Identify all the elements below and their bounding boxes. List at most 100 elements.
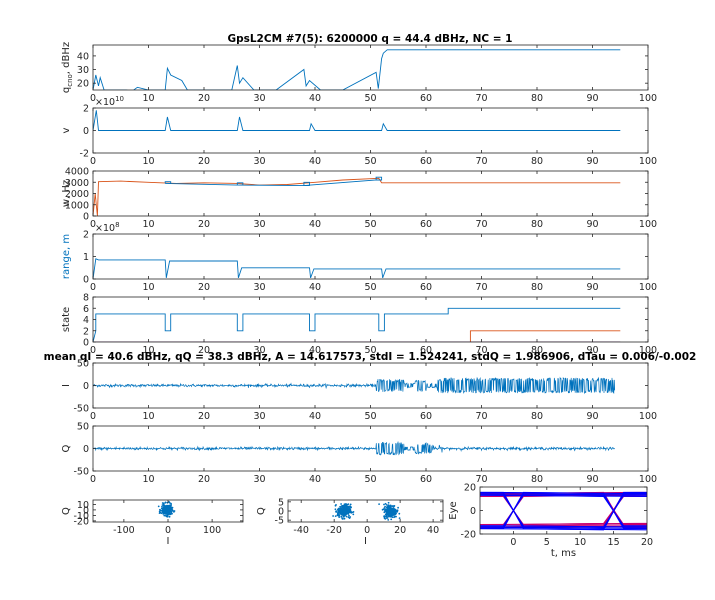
y-tick-label: 20 xyxy=(464,483,476,494)
x-tick-label: 100 xyxy=(639,474,657,485)
y-tick-label: 20 xyxy=(77,79,89,90)
iq-title: mean qI = 40.6 dBHz, qQ = 38.3 dBHz, A =… xyxy=(44,351,697,363)
plot-v xyxy=(93,110,621,131)
x-tick-label: 60 xyxy=(420,345,432,356)
x-tick-label: 80 xyxy=(531,345,543,356)
x-tick-label: 50 xyxy=(364,219,376,230)
plot-area-q xyxy=(93,45,648,90)
scatter-point xyxy=(388,510,391,512)
scatter-point xyxy=(390,507,393,510)
scatter-point xyxy=(168,510,171,513)
scatter-point xyxy=(393,508,395,511)
scatter-point xyxy=(386,512,388,515)
x-tick-label: 70 xyxy=(475,156,487,167)
x-tick-label: 10 xyxy=(142,282,154,293)
scatter-point xyxy=(161,505,163,508)
series-line-blue xyxy=(93,258,621,279)
x-tick-label: 100 xyxy=(639,219,657,230)
axes-box-I xyxy=(92,362,649,409)
x-tick-label: 40 xyxy=(309,219,321,230)
scatter-point xyxy=(352,513,355,516)
x-tick-label: 0 xyxy=(510,537,516,548)
x-tick-label: 90 xyxy=(586,411,598,422)
scatter-point xyxy=(339,513,342,515)
x-tick-label: 5 xyxy=(544,537,550,548)
axes-v: ×1010 v xyxy=(61,95,649,154)
x-tick-label: 20 xyxy=(394,525,406,536)
axes-box-eye xyxy=(479,486,648,535)
x-axis-label: t, ms xyxy=(551,548,576,559)
y-tick-label: 2 xyxy=(83,230,89,241)
scatter-point xyxy=(349,511,351,514)
x-tick-label: 20 xyxy=(198,93,210,104)
y-tick-label: 4000 xyxy=(65,167,89,178)
x-tick-label: 70 xyxy=(475,282,487,293)
x-axis-label: I xyxy=(364,536,367,547)
scatter-point xyxy=(344,503,347,505)
scatter-point xyxy=(347,506,349,509)
x-tick-label: 90 xyxy=(586,219,598,230)
scatter-point xyxy=(343,517,346,520)
scatter-point xyxy=(383,511,386,514)
scatter-point xyxy=(169,504,172,507)
scatter-point xyxy=(393,505,396,507)
scatter-point xyxy=(349,508,352,510)
x-tick-label: 40 xyxy=(309,411,321,422)
x-tick-label: 50 xyxy=(364,93,376,104)
axes-box-sc2 xyxy=(287,499,444,523)
scatter-point xyxy=(388,515,390,517)
scatter-point xyxy=(384,505,386,508)
scatter-point xyxy=(385,504,388,506)
axes-I: I xyxy=(61,362,649,409)
scatter-point xyxy=(332,515,334,517)
x-tick-label: 0 xyxy=(90,282,96,293)
scatter-point xyxy=(386,506,389,508)
plot-area-sc2 xyxy=(288,500,443,522)
x-tick-label: 60 xyxy=(420,156,432,167)
y-tick-label: 0 xyxy=(83,381,89,392)
scatter-point xyxy=(346,512,349,514)
x-tick-label: 100 xyxy=(639,93,657,104)
scatter-point xyxy=(344,513,347,516)
x-tick-label: 10 xyxy=(142,345,154,356)
x-tick-label: 80 xyxy=(531,93,543,104)
scatter-point xyxy=(387,519,390,521)
scatter-point xyxy=(165,505,168,507)
scatter-point xyxy=(390,510,393,513)
scatter-point xyxy=(391,505,394,507)
scatter-point xyxy=(390,512,393,515)
series-line-blue xyxy=(93,110,621,131)
y-axis-label: Eye xyxy=(448,501,459,519)
axes-q: qcno, dBHz xyxy=(61,42,649,93)
x-tick-label: 20 xyxy=(198,474,210,485)
x-tick-label: -40 xyxy=(293,525,309,536)
axes-box-sc1 xyxy=(92,499,244,523)
plot-area-state xyxy=(93,297,648,342)
axes-box-w xyxy=(92,170,649,217)
plot-range xyxy=(93,258,621,279)
plot-sc2 xyxy=(332,501,401,521)
scatter-point xyxy=(163,514,166,517)
scatter-point xyxy=(398,512,401,515)
x-tick-label: 15 xyxy=(608,537,620,548)
y-tick-label: 2 xyxy=(83,326,89,337)
y-tick-label: -50 xyxy=(73,467,89,478)
scatter-point xyxy=(388,508,391,511)
x-tick-label: 10 xyxy=(142,411,154,422)
series-line-orange xyxy=(93,330,621,342)
x-tick-label: 50 xyxy=(364,282,376,293)
y-tick-label: 4 xyxy=(83,315,89,326)
axes-box-state xyxy=(92,296,649,343)
y-label-part: q xyxy=(61,87,72,93)
scatter-point xyxy=(170,502,172,505)
x-tick-label: 20 xyxy=(198,219,210,230)
x-tick-label: 80 xyxy=(531,411,543,422)
scatter-point xyxy=(383,503,385,506)
y-label-sub: cno xyxy=(66,74,74,87)
main-title: GpsL2CM #7(5): 6200000 q = 44.4 dBHz, NC… xyxy=(227,33,512,45)
x-tick-label: 30 xyxy=(253,411,265,422)
y-tick-label: 6 xyxy=(83,304,89,315)
y-tick-label: 50 xyxy=(77,422,89,433)
scatter-point xyxy=(395,515,397,518)
axes-Q: Q xyxy=(61,425,649,472)
